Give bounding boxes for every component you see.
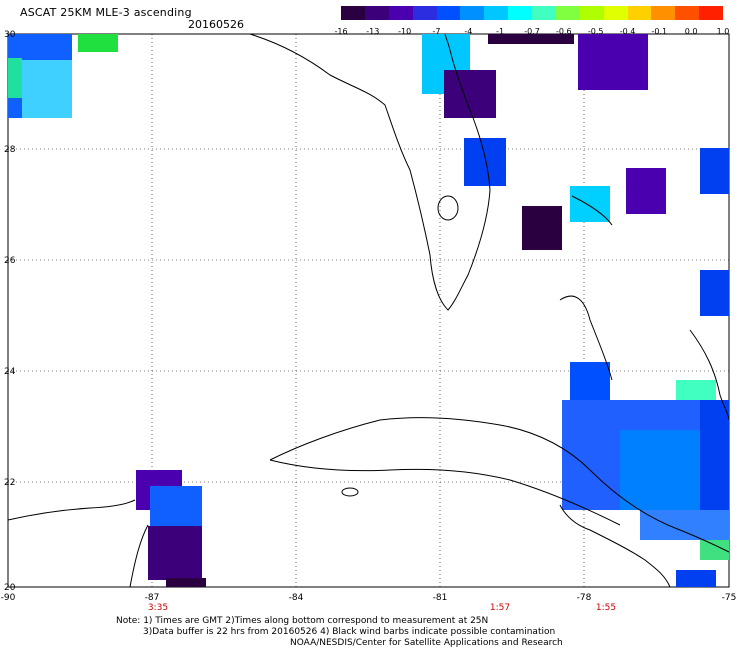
map-date: 20160526 bbox=[188, 18, 244, 31]
color-swatch bbox=[579, 6, 604, 20]
color-swatch bbox=[341, 6, 365, 20]
longitude-label: -78 bbox=[577, 593, 592, 603]
color-scale-label: -16 bbox=[334, 27, 348, 36]
color-swatch bbox=[532, 6, 556, 20]
color-swatch bbox=[555, 6, 580, 20]
latitude-label: 28 bbox=[4, 145, 16, 155]
color-swatch bbox=[508, 6, 532, 20]
coastlines bbox=[7, 33, 730, 588]
color-swatch bbox=[699, 6, 723, 20]
color-scale-label: -4 bbox=[464, 27, 473, 36]
color-scale-label: -0.6 bbox=[556, 27, 572, 36]
longitude-labels: -90 -87 -84 -81 -78 -75 bbox=[1, 593, 737, 603]
color-swatch bbox=[412, 6, 437, 20]
latitude-labels: 30 28 26 24 22 20 bbox=[4, 30, 16, 593]
color-scale-label: -0.5 bbox=[587, 27, 604, 36]
color-swatch bbox=[675, 6, 700, 20]
longitude-label: -81 bbox=[433, 593, 448, 603]
time-label: 3:35 bbox=[148, 603, 168, 613]
time-label: 1:55 bbox=[596, 603, 616, 613]
longitude-label: -84 bbox=[289, 593, 304, 603]
color-swatch bbox=[651, 6, 676, 20]
time-labels: 3:35 1:57 1:55 bbox=[148, 603, 616, 613]
wind-data-swaths bbox=[8, 34, 729, 587]
longitude-label: -75 bbox=[722, 593, 737, 603]
map-title: ASCAT 25KM MLE-3 ascending bbox=[20, 6, 192, 19]
latitude-label: 24 bbox=[4, 367, 16, 377]
color-scale-label: -10 bbox=[398, 27, 412, 36]
color-scale-label: -0.4 bbox=[619, 27, 636, 36]
color-swatch bbox=[364, 6, 389, 20]
note-line-2: 3)Data buffer is 22 hrs from 20160526 4)… bbox=[143, 627, 556, 637]
longitude-label: -87 bbox=[145, 593, 160, 603]
color-scale-label: -13 bbox=[366, 27, 380, 36]
color-swatch bbox=[603, 6, 628, 20]
color-swatch bbox=[484, 6, 509, 20]
color-swatch bbox=[436, 6, 461, 20]
color-scale-label: 0.0 bbox=[684, 27, 698, 36]
latitude-label: 22 bbox=[4, 478, 15, 488]
latitude-label: 20 bbox=[4, 583, 16, 593]
color-scale-labels: -16 -13 -10 -7 -4 -1 -0.7 -0.6 -0.5 -0.4 -0.1 0.0 1.… bbox=[330, 27, 730, 39]
longitude-label: -90 bbox=[1, 593, 16, 603]
color-scale-label: -1 bbox=[496, 27, 505, 36]
color-scale-label: -7 bbox=[432, 27, 441, 36]
color-scale-label: -0.1 bbox=[651, 27, 668, 36]
color-scale-bar bbox=[341, 6, 723, 20]
note-line-1: Note: 1) Times are GMT 2)Times along bot… bbox=[116, 616, 489, 626]
color-swatch bbox=[388, 6, 413, 20]
time-label: 1:57 bbox=[490, 603, 510, 613]
color-swatch bbox=[627, 6, 652, 20]
color-swatch bbox=[460, 6, 485, 20]
color-scale-label: 1.0 bbox=[716, 27, 730, 36]
color-scale-label: -0.7 bbox=[524, 27, 540, 36]
latitude-label: 26 bbox=[4, 256, 16, 266]
note-line-3: NOAA/NESDIS/Center for Satellite Applica… bbox=[290, 638, 563, 648]
latitude-label: 30 bbox=[4, 30, 16, 40]
